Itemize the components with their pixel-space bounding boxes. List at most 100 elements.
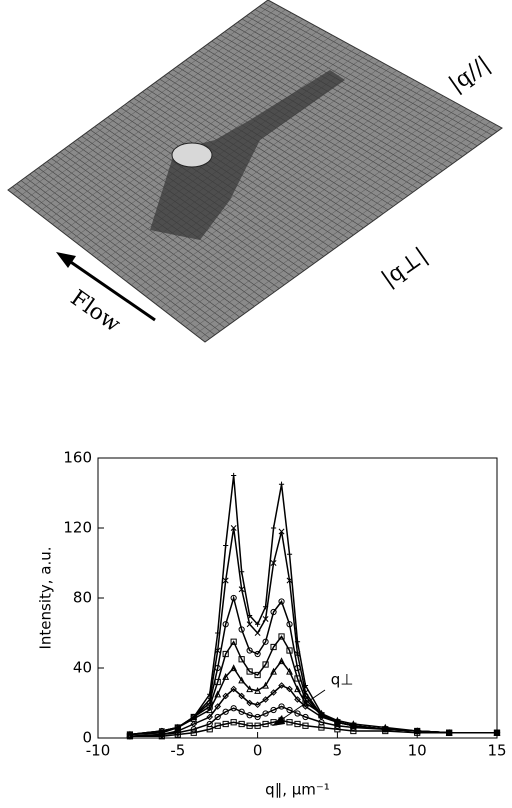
data-point	[270, 719, 277, 726]
series-line	[129, 527, 497, 736]
data-point	[246, 699, 253, 707]
data-point	[278, 717, 285, 724]
mesh-line	[12, 2, 274, 195]
mesh-line	[195, 121, 491, 335]
peak	[171, 142, 213, 168]
flow-arrow	[61, 254, 156, 322]
data-point	[158, 733, 165, 740]
data-point	[238, 692, 245, 700]
data-point	[270, 689, 277, 696]
mesh-line	[180, 111, 473, 324]
data-point	[286, 667, 293, 675]
data-point	[302, 703, 309, 710]
ridge	[150, 70, 345, 240]
data-point	[230, 638, 237, 645]
data-point	[270, 706, 277, 714]
mesh-line	[22, 9, 286, 202]
data-point	[222, 650, 229, 658]
x-tick-label: -5	[170, 742, 185, 760]
data-point	[262, 720, 269, 728]
data-point	[350, 724, 357, 731]
q-perp-label: |q⊥|	[377, 243, 432, 292]
data-point	[294, 675, 301, 682]
mesh-line	[190, 118, 485, 331]
data-point	[190, 729, 197, 736]
data-point	[214, 664, 221, 672]
x-tick-label: -10	[86, 742, 111, 760]
x-tick-label: 5	[333, 742, 343, 760]
mesh-line	[66, 38, 339, 236]
data-point	[246, 647, 253, 654]
data-point	[286, 647, 293, 654]
data-point	[246, 722, 253, 729]
y-tick-label: 0	[82, 729, 92, 747]
data-point	[230, 664, 238, 672]
data-point	[270, 560, 277, 566]
mesh-line	[37, 18, 304, 214]
data-point	[246, 712, 253, 719]
data-point	[222, 720, 229, 728]
mesh-line	[140, 86, 427, 293]
data-point	[286, 706, 293, 714]
data-point	[254, 687, 262, 694]
data-point	[286, 621, 293, 628]
data-point	[238, 676, 246, 684]
mesh-line	[170, 105, 462, 316]
data-point	[190, 713, 197, 721]
data-point	[238, 720, 245, 728]
data-point	[286, 685, 293, 693]
data-point	[230, 685, 237, 693]
data-point	[318, 709, 325, 717]
data-point	[254, 701, 261, 709]
data-point	[270, 667, 277, 675]
mesh-line	[116, 70, 397, 274]
data-point	[446, 729, 453, 736]
data-point	[286, 577, 293, 584]
x-tick-label: 15	[487, 742, 506, 760]
data-point	[238, 626, 245, 633]
data-point	[223, 542, 229, 549]
data-point	[222, 673, 230, 680]
data-point	[254, 722, 261, 729]
mesh-line	[52, 28, 321, 225]
y-tick-label: 160	[63, 449, 92, 467]
data-point	[414, 729, 421, 736]
data-point	[294, 685, 301, 693]
series-line	[129, 684, 497, 737]
data-point	[334, 722, 341, 729]
y-tick-label: 120	[63, 519, 92, 537]
data-point	[294, 710, 301, 717]
data-point	[238, 586, 245, 593]
data-point	[262, 638, 269, 645]
mesh-line	[185, 114, 479, 328]
data-point	[254, 713, 261, 721]
y-tick-label: 40	[73, 659, 92, 677]
series-line	[129, 595, 497, 736]
data-point	[318, 724, 325, 731]
data-point	[231, 472, 237, 479]
annotation: q⊥	[331, 671, 354, 689]
data-point	[246, 685, 254, 693]
data-point	[214, 690, 222, 698]
data-point	[278, 598, 285, 605]
mesh-line	[155, 95, 444, 305]
data-point	[270, 643, 277, 651]
mesh-line	[145, 89, 432, 297]
data-point	[334, 726, 341, 733]
data-point	[278, 481, 285, 487]
data-point	[270, 608, 277, 616]
data-point	[238, 656, 245, 663]
data-point	[246, 621, 253, 628]
mesh-line	[160, 98, 450, 309]
mesh-line	[126, 76, 409, 282]
data-point	[222, 621, 229, 628]
plot-frame	[97, 457, 498, 739]
data-point	[238, 708, 245, 715]
series-line	[129, 659, 497, 736]
data-point	[278, 633, 285, 640]
mesh-line	[32, 15, 298, 210]
data-point	[214, 647, 221, 654]
mesh-line	[17, 6, 280, 198]
data-point	[270, 525, 277, 531]
